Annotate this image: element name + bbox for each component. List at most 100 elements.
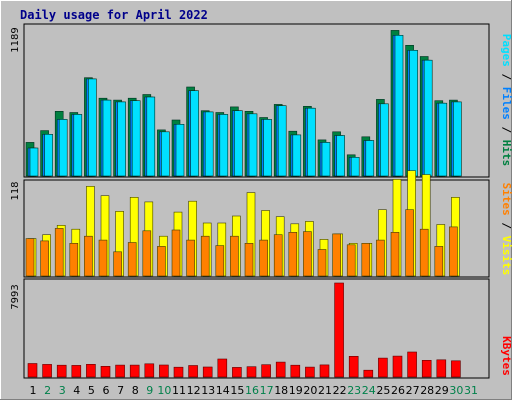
x-tick-day-28: 28 (420, 384, 434, 397)
visits_sites-bar-sites-day-28 (419, 228, 429, 277)
hits_files_pages-bar-pages-day-27 (409, 49, 418, 177)
kbytes-bar-kbytes-day-14 (217, 358, 228, 378)
hits_files_pages-bar-pages-day-17 (263, 119, 272, 177)
hits_files_pages-bar-pages-day-30 (453, 101, 462, 177)
x-tick-day-31: 31 (464, 384, 478, 397)
kbytes-bar-kbytes-day-25 (378, 357, 388, 378)
visits_sites-bar-sites-day-19 (288, 232, 298, 277)
x-tick-day-1: 1 (30, 384, 37, 397)
kbytes-bar-kbytes-day-22 (334, 282, 344, 378)
x-tick-day-12: 12 (187, 384, 201, 397)
visits_sites-bar-sites-day-17 (259, 239, 268, 277)
kbytes-bar-kbytes-day-17 (261, 364, 271, 378)
hits_files_pages-bar-pages-day-24 (365, 140, 375, 177)
kbytes-bar-kbytes-day-4 (71, 365, 82, 378)
hits_files_pages-bar-pages-day-2 (44, 134, 53, 177)
visits_sites-bar-sites-day-27 (405, 209, 414, 277)
hits_files_pages-bar-pages-day-20 (307, 107, 316, 177)
legend-kbytes-label: KBytes (500, 336, 512, 376)
hits_files_pages-bar-pages-day-29 (438, 102, 448, 177)
x-tick-day-16: 16 (245, 384, 259, 397)
x-tick-day-3: 3 (59, 384, 66, 397)
hits_files_pages-bar-pages-day-23 (350, 157, 360, 177)
x-tick-day-18: 18 (274, 384, 288, 397)
x-tick-day-30: 30 (449, 384, 463, 397)
x-tick-day-10: 10 (157, 384, 171, 397)
hits_files_pages-bar-pages-day-6 (102, 99, 112, 177)
legend-visits-sites: Sites / Visits (500, 183, 512, 276)
kbytes-bar-kbytes-day-28 (421, 359, 432, 378)
visits_sites-bar-sites-day-14 (215, 245, 225, 277)
svg-text:Sites / Visits: Sites / Visits (500, 183, 512, 276)
kbytes-bar-kbytes-day-5 (86, 363, 96, 378)
visits_sites-bar-sites-day-13 (200, 235, 210, 277)
x-tick-day-11: 11 (172, 384, 186, 397)
x-tick-day-2: 2 (44, 384, 51, 397)
kbytes-bar-kbytes-day-19 (290, 364, 301, 378)
visits_sites-bar-sites-day-10 (157, 246, 166, 277)
visits-ymax-label: 118 (10, 181, 21, 200)
visits_sites-bar-sites-day-15 (230, 235, 239, 277)
x-tick-day-6: 6 (103, 384, 110, 397)
legend-sites: Sites (500, 183, 512, 216)
visits_sites-bar-sites-day-9 (142, 230, 152, 277)
x-tick-day-23: 23 (347, 384, 361, 397)
x-tick-day-29: 29 (435, 384, 449, 397)
visits_sites-bar-sites-day-22 (332, 233, 341, 277)
hits_files_pages-bar-pages-day-22 (336, 135, 345, 177)
visits_sites-bar-sites-day-16 (244, 243, 254, 277)
kbytes-bar-kbytes-day-13 (202, 366, 213, 378)
hits_files_pages-bar-pages-day-19 (292, 134, 302, 177)
hits_files_pages-bar-pages-day-26 (394, 34, 404, 177)
kbytes-bar-kbytes-day-23 (348, 355, 359, 378)
hits_files_pages-bar-pages-day-4 (73, 114, 83, 177)
kbytes-bar-kbytes-day-26 (392, 355, 403, 378)
kbytes-bar-kbytes-day-24 (363, 369, 374, 378)
hits_files_pages-bar-pages-day-13 (204, 111, 214, 177)
x-tick-day-24: 24 (362, 384, 376, 397)
kbytes-bar-kbytes-day-16 (246, 366, 257, 378)
x-tick-day-21: 21 (318, 384, 332, 397)
kbytes-bar-kbytes-day-18 (275, 361, 286, 378)
kbytes-panel (23, 278, 490, 379)
kbytes-bar-kbytes-day-1 (27, 363, 38, 378)
kbytes-bar-kbytes-day-7 (115, 364, 125, 378)
visits_sites-bar-sites-day-26 (390, 232, 400, 277)
visits_sites-bar-sites-day-7 (113, 251, 122, 277)
x-tick-day-26: 26 (391, 384, 405, 397)
x-tick-day-27: 27 (406, 384, 420, 397)
visits_sites-bar-sites-day-18 (273, 234, 283, 277)
x-tick-day-25: 25 (376, 384, 390, 397)
chart-title: Daily usage for April 2022 (20, 8, 208, 22)
visits_sites-bar-sites-day-30 (449, 226, 458, 277)
kbytes-bar-kbytes-day-21 (319, 364, 330, 378)
visits_sites-bar-sites-day-5 (84, 235, 93, 277)
hits_files_pages-bar-pages-day-11 (175, 124, 185, 177)
legend-kbytes: KBytes (500, 336, 512, 376)
kbytes-bar-kbytes-day-15 (232, 367, 242, 378)
x-tick-day-19: 19 (289, 384, 303, 397)
svg-text:Pages / Files / Hits: Pages / Files / Hits (500, 34, 512, 167)
x-tick-day-5: 5 (88, 384, 95, 397)
visits_sites-bar-sites-day-23 (346, 244, 356, 277)
visits_sites-bar-sites-day-29 (434, 246, 444, 277)
hits_files_pages-bar-pages-day-28 (423, 59, 433, 177)
kbytes-bar-kbytes-day-2 (42, 364, 52, 378)
kbytes-bar-kbytes-day-12 (188, 365, 198, 378)
visits_sites-bar-sites-day-25 (376, 239, 385, 277)
kbytes-bar-kbytes-day-10 (159, 364, 169, 378)
legend-hits: Hits (500, 140, 512, 167)
hits_files_pages-bar-pages-day-10 (161, 131, 170, 177)
x-tick-day-9: 9 (146, 384, 153, 397)
hits_files_pages-bar-pages-day-16 (248, 113, 258, 177)
hits_files_pages-bar-pages-day-21 (321, 142, 331, 177)
visits_sites-bar-sites-day-20 (303, 231, 312, 277)
kbytes-bar-kbytes-day-11 (173, 366, 184, 378)
visits_sites-bar-sites-day-11 (171, 229, 181, 277)
kbytes-bar-kbytes-day-27 (407, 351, 417, 378)
kbytes-ymax-label: 7993 (10, 284, 21, 309)
x-tick-day-20: 20 (303, 384, 317, 397)
kbytes-bar-kbytes-day-9 (144, 363, 155, 378)
